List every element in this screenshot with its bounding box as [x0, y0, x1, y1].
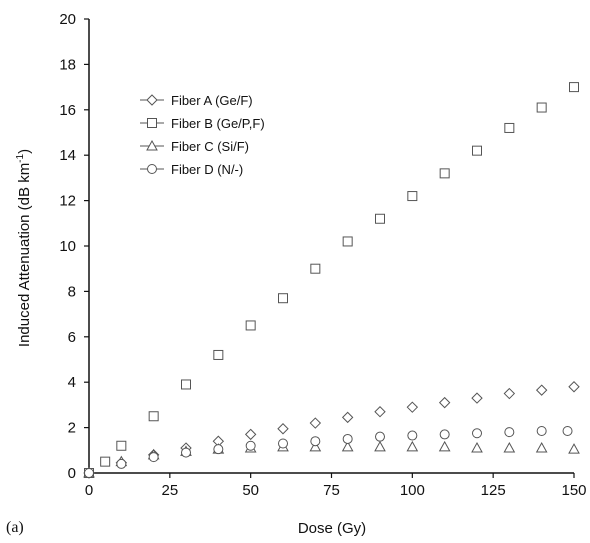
data-point — [244, 428, 257, 441]
data-point — [181, 447, 191, 458]
data-point — [181, 379, 191, 390]
legend-item: Fiber C (Si/F) — [140, 139, 249, 154]
data-point — [278, 438, 288, 449]
legend-item: Fiber A (Ge/F) — [140, 93, 253, 108]
y-tick-label: 20 — [59, 11, 76, 28]
data-point — [504, 122, 515, 133]
data-point — [309, 417, 322, 429]
data-point — [309, 440, 322, 452]
x-tick-label: 150 — [561, 482, 586, 499]
data-point — [438, 440, 451, 452]
y-tick-label: 4 — [68, 374, 76, 391]
legend-marker — [147, 118, 157, 128]
data-point — [503, 442, 516, 453]
y-tick-label: 12 — [59, 193, 76, 210]
data-point — [472, 428, 482, 439]
y-tick-label: 8 — [68, 283, 76, 300]
data-point — [342, 236, 353, 247]
data-point — [213, 349, 224, 360]
data-point — [504, 427, 515, 438]
y-tick-label: 6 — [68, 329, 76, 346]
series-2 — [84, 82, 579, 478]
data-point — [503, 387, 516, 400]
legend: Fiber A (Ge/F) Fiber B (Ge/P,F) Fiber C (S… — [140, 93, 265, 177]
tick-marks: 0 2 4 6 8 10 12 14 16 18 20 0 25 50 75 100 125 150 — [59, 11, 586, 499]
y-axis-label: Induced Attenuation (dB km-1) — [15, 149, 33, 347]
x-tick-label: 125 — [481, 482, 506, 499]
data-point — [406, 401, 419, 413]
y-axis-label-main: Induced Attenuation (dB km — [16, 163, 33, 347]
data-point — [374, 440, 386, 452]
data-point — [406, 440, 419, 452]
series-3 — [83, 440, 580, 478]
data-point — [148, 452, 159, 463]
data-point — [374, 406, 386, 418]
data-point — [375, 431, 385, 442]
data-point — [568, 443, 580, 454]
legend-item: Fiber D (N/-) — [140, 162, 243, 177]
x-tick-label: 0 — [85, 482, 93, 499]
data-point — [310, 436, 321, 447]
panel-label: (a) — [6, 519, 24, 536]
series-1 — [83, 381, 580, 479]
legend-marker — [146, 94, 158, 106]
data-point — [568, 381, 580, 393]
data-point — [562, 426, 573, 437]
data-point — [341, 440, 354, 452]
data-point — [342, 433, 353, 444]
data-point — [471, 392, 483, 404]
data-point — [407, 430, 418, 441]
y-tick-label: 0 — [68, 465, 76, 482]
x-tick-label: 100 — [400, 482, 425, 499]
data-point — [535, 384, 548, 396]
data-point — [471, 442, 483, 453]
data-point — [116, 440, 127, 451]
legend-label: Fiber B (Ge/P,F) — [171, 116, 265, 131]
data-markers — [83, 82, 580, 479]
legend-label: Fiber A (Ge/F) — [171, 93, 253, 108]
x-tick-label: 75 — [323, 482, 340, 499]
data-point — [407, 191, 418, 202]
data-point — [278, 293, 288, 304]
x-tick-label: 25 — [161, 482, 178, 499]
data-point — [100, 456, 111, 467]
legend-label: Fiber C (Si/F) — [171, 139, 249, 154]
y-tick-label: 16 — [59, 102, 76, 119]
axes — [88, 19, 574, 474]
legend-marker — [147, 164, 157, 174]
data-point — [536, 102, 547, 113]
y-axis-label-superscript: -1 — [15, 153, 26, 162]
data-point — [116, 458, 127, 469]
data-point — [472, 145, 482, 156]
y-axis-label-close: ) — [16, 149, 33, 154]
data-point — [310, 263, 321, 274]
data-point — [245, 440, 256, 451]
legend-item: Fiber B (Ge/P,F) — [140, 116, 265, 131]
data-point — [375, 213, 385, 224]
legend-label: Fiber D (N/-) — [171, 162, 243, 177]
data-point — [536, 426, 547, 437]
data-point — [245, 320, 256, 331]
data-point — [341, 411, 354, 424]
x-axis-label: Dose (Gy) — [298, 520, 366, 537]
y-tick-label: 10 — [59, 238, 76, 255]
data-point — [213, 444, 224, 455]
legend-marker — [146, 139, 158, 151]
y-tick-label: 18 — [59, 56, 76, 73]
data-point — [277, 423, 289, 435]
data-point — [148, 411, 159, 422]
data-point — [439, 168, 450, 179]
data-point — [535, 442, 548, 453]
series-4 — [84, 426, 573, 478]
data-point — [439, 429, 450, 440]
x-tick-label: 50 — [242, 482, 259, 499]
data-point — [569, 82, 579, 93]
y-tick-label: 14 — [59, 147, 76, 164]
y-tick-label: 2 — [68, 420, 76, 437]
data-point — [438, 396, 451, 409]
data-point — [84, 468, 94, 478]
